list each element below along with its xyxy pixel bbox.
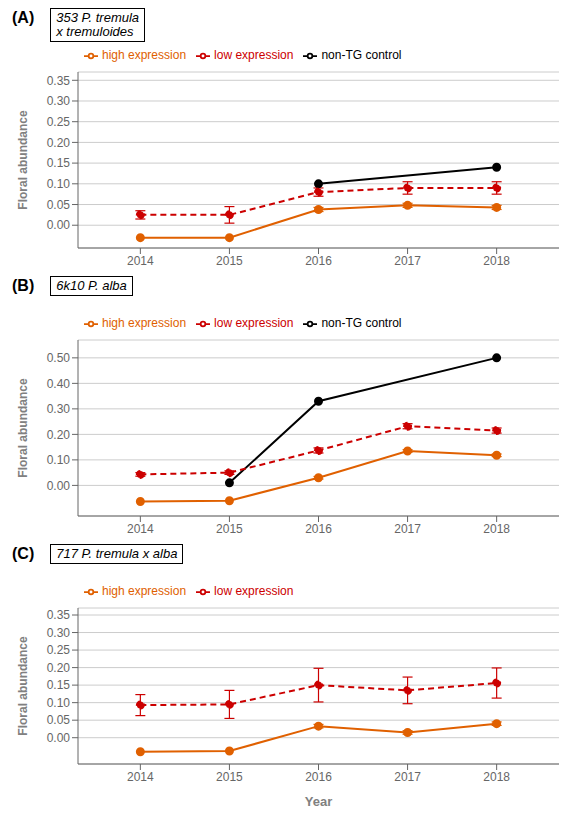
svg-text:0.15: 0.15 [47, 678, 71, 692]
svg-text:0.05: 0.05 [47, 198, 71, 212]
svg-text:0.25: 0.25 [47, 115, 71, 129]
svg-text:0.00: 0.00 [47, 479, 71, 493]
svg-text:2014: 2014 [127, 254, 154, 268]
svg-text:2018: 2018 [483, 770, 510, 784]
html-text:low expression: low expression [214, 316, 294, 330]
svg-text:0.30: 0.30 [47, 94, 71, 108]
svg-text:0.30: 0.30 [47, 402, 71, 416]
svg-text:2018: 2018 [483, 522, 510, 536]
html-text:high expression: high expression [102, 48, 187, 62]
svg-text:0.10: 0.10 [47, 696, 71, 710]
html-text:(B): (B) [12, 277, 35, 294]
svg-text:2016: 2016 [305, 254, 332, 268]
html-text:high expression: high expression [102, 584, 187, 598]
svg-text:2014: 2014 [127, 770, 154, 784]
svg-text:0.35: 0.35 [47, 74, 71, 88]
svg-text:2017: 2017 [394, 770, 421, 784]
html-text:717 P. tremula x alba: 717 P. tremula x alba [56, 546, 178, 561]
svg-text:Year: Year [305, 794, 332, 809]
svg-text:0.20: 0.20 [47, 136, 71, 150]
svg-text:2017: 2017 [394, 522, 421, 536]
svg-text:0.15: 0.15 [47, 156, 71, 170]
html-text:(C): (C) [12, 545, 35, 562]
svg-text:2016: 2016 [305, 770, 332, 784]
svg-text:0.00: 0.00 [47, 218, 71, 232]
svg-text:Floral abundance: Floral abundance [16, 378, 30, 478]
svg-text:0.20: 0.20 [47, 661, 71, 675]
svg-text:0.20: 0.20 [47, 428, 71, 442]
html-text:non-TG control: non-TG control [321, 316, 402, 330]
svg-text:2014: 2014 [127, 522, 154, 536]
svg-text:0.50: 0.50 [47, 351, 71, 365]
svg-text:2016: 2016 [305, 522, 332, 536]
svg-text:0.10: 0.10 [47, 177, 71, 191]
html-text:non-TG control: non-TG control [321, 48, 402, 62]
svg-text:2015: 2015 [216, 254, 243, 268]
svg-text:0.25: 0.25 [47, 643, 71, 657]
svg-text:0.00: 0.00 [47, 731, 71, 745]
html-text:6k10 P. alba: 6k10 P. alba [56, 278, 127, 293]
svg-text:2017: 2017 [394, 254, 421, 268]
svg-text:2015: 2015 [216, 770, 243, 784]
html-text:low expression: low expression [214, 584, 294, 598]
svg-text:Floral abundance: Floral abundance [16, 110, 30, 210]
html-text:low expression: low expression [214, 48, 294, 62]
svg-text:0.05: 0.05 [47, 713, 71, 727]
html-text:high expression: high expression [102, 316, 187, 330]
svg-text:Floral abundance: Floral abundance [16, 636, 30, 736]
html-text:(A): (A) [12, 9, 35, 26]
svg-text:0.40: 0.40 [47, 377, 71, 391]
svg-text:0.30: 0.30 [47, 626, 71, 640]
html-text:353 P. tremula x tremuloides: 353 P. tremula x tremuloides [56, 10, 140, 39]
svg-text:2015: 2015 [216, 522, 243, 536]
svg-text:0.35: 0.35 [47, 608, 71, 622]
svg-text:2018: 2018 [483, 254, 510, 268]
svg-text:0.10: 0.10 [47, 453, 71, 467]
